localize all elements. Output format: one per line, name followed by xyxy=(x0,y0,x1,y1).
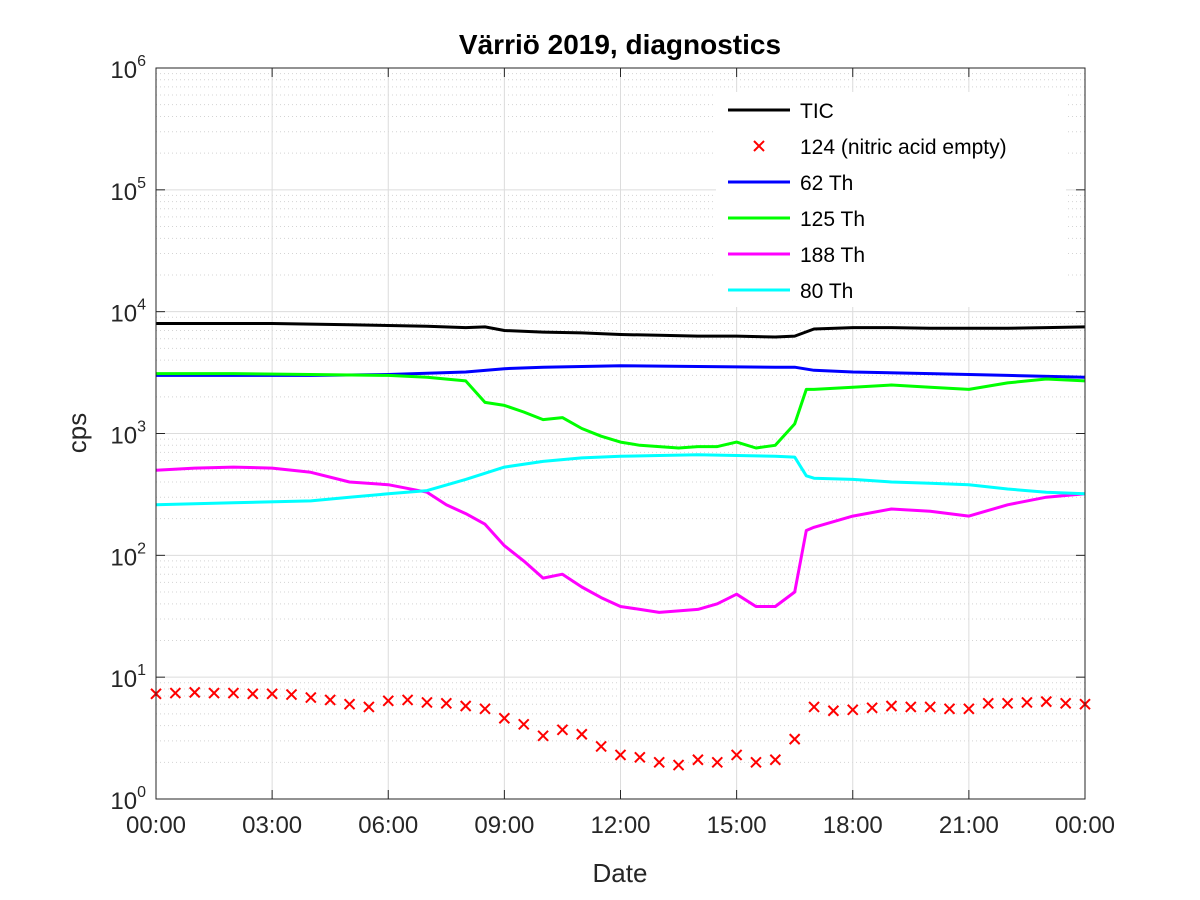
legend-label-125-th: 125 Th xyxy=(800,208,865,231)
data-point-124-nitric-acid-empty xyxy=(634,751,646,763)
legend-label-80-th: 80 Th xyxy=(800,280,853,303)
data-point-124-nitric-acid-empty xyxy=(518,718,530,731)
legend-box xyxy=(716,92,1066,307)
x-tick-label: 18:00 xyxy=(823,812,883,839)
data-point-124-nitric-acid-empty xyxy=(247,688,259,700)
data-point-124-nitric-acid-empty xyxy=(1021,696,1033,709)
legend-label-tic: TIC xyxy=(800,100,834,123)
series-layer xyxy=(150,322,1091,771)
chart-title: Värriö 2019, diagnostics xyxy=(459,29,781,60)
x-axis-label: Date xyxy=(593,858,648,888)
data-point-124-nitric-acid-empty xyxy=(808,701,820,713)
y-tick-labels: 100 101 102 103 104 105 106 xyxy=(110,53,146,815)
data-point-124-nitric-acid-empty xyxy=(459,700,472,712)
legend: TIC 124 (nitric acid empty) 62 Th 125 Th 188… xyxy=(716,92,1066,307)
data-point-124-nitric-acid-empty xyxy=(924,701,936,713)
data-point-124-nitric-acid-empty xyxy=(266,688,278,700)
data-point-124-nitric-acid-empty xyxy=(982,697,994,710)
x-tick-label: 03:00 xyxy=(242,812,302,839)
data-point-124-nitric-acid-empty xyxy=(943,703,956,715)
data-point-124-nitric-acid-empty xyxy=(208,687,220,699)
data-point-124-nitric-acid-empty xyxy=(479,703,491,715)
data-point-124-nitric-acid-empty xyxy=(421,696,433,709)
x-tick-label: 00:00 xyxy=(1055,812,1115,839)
data-point-124-nitric-acid-empty xyxy=(750,756,762,769)
data-point-124-nitric-acid-empty xyxy=(653,756,665,769)
x-tick-label: 09:00 xyxy=(474,812,534,839)
y-tick-label: 106 xyxy=(110,53,146,84)
data-point-124-nitric-acid-empty xyxy=(672,759,685,771)
data-point-124-nitric-acid-empty xyxy=(576,728,588,740)
data-point-124-nitric-acid-empty xyxy=(827,705,840,717)
data-point-124-nitric-acid-empty xyxy=(614,749,627,761)
data-point-124-nitric-acid-empty xyxy=(363,701,375,713)
x-tick-label: 15:00 xyxy=(707,812,767,839)
y-tick-label: 100 xyxy=(110,784,146,815)
data-point-124-nitric-acid-empty xyxy=(866,702,878,714)
data-point-124-nitric-acid-empty xyxy=(556,724,569,736)
data-point-124-nitric-acid-empty xyxy=(382,695,394,707)
data-point-124-nitric-acid-empty xyxy=(1040,695,1052,708)
x-tick-label: 12:00 xyxy=(590,812,650,839)
y-tick-label: 102 xyxy=(110,540,146,571)
data-point-124-nitric-acid-empty xyxy=(692,754,704,766)
data-point-124-nitric-acid-empty xyxy=(905,701,917,713)
data-point-124-nitric-acid-empty xyxy=(324,694,336,706)
legend-label-62-th: 62 Th xyxy=(800,172,853,195)
series-line-188-th xyxy=(155,465,1086,614)
x-tick-label: 21:00 xyxy=(939,812,999,839)
series-line-tic xyxy=(156,322,1086,339)
data-point-124-nitric-acid-empty xyxy=(595,740,607,753)
data-point-124-nitric-acid-empty xyxy=(189,686,201,699)
y-tick-label: 101 xyxy=(110,662,146,693)
legend-label-188-th: 188 Th xyxy=(800,244,865,267)
data-point-124-nitric-acid-empty xyxy=(730,749,743,761)
data-point-124-nitric-acid-empty xyxy=(1001,697,1014,710)
data-point-124-nitric-acid-empty xyxy=(963,703,975,715)
y-tick-label: 103 xyxy=(110,419,146,450)
series-line-80-th xyxy=(155,453,1086,507)
data-point-124-nitric-acid-empty xyxy=(285,688,298,701)
data-point-124-nitric-acid-empty xyxy=(788,733,801,745)
y-tick-label: 104 xyxy=(110,297,146,328)
legend-label-124-nitric-acid-empty: 124 (nitric acid empty) xyxy=(800,136,1007,159)
y-tick-label: 105 xyxy=(110,175,146,206)
data-point-124-nitric-acid-empty xyxy=(1059,697,1072,710)
axis-ticks xyxy=(155,67,1086,800)
series-line-125-th xyxy=(156,372,1086,450)
data-point-124-nitric-acid-empty xyxy=(537,730,549,742)
x-tick-labels: 00:00 03:00 06:00 09:00 12:00 15:00 18:00 21:00… xyxy=(126,812,1115,839)
data-point-124-nitric-acid-empty xyxy=(769,754,782,766)
data-point-124-nitric-acid-empty xyxy=(498,712,511,724)
data-point-124-nitric-acid-empty xyxy=(169,687,182,699)
data-point-124-nitric-acid-empty xyxy=(343,698,356,710)
data-point-124-nitric-acid-empty xyxy=(885,700,898,712)
data-point-124-nitric-acid-empty xyxy=(440,697,453,710)
data-point-124-nitric-acid-empty xyxy=(401,694,414,706)
data-point-124-nitric-acid-empty xyxy=(711,756,723,769)
data-point-124-nitric-acid-empty xyxy=(847,704,859,716)
data-point-124-nitric-acid-empty xyxy=(227,687,240,699)
x-tick-label: 06:00 xyxy=(358,812,418,839)
x-tick-label: 00:00 xyxy=(126,812,186,839)
y-axis-label: cps xyxy=(62,413,92,453)
data-point-124-nitric-acid-empty xyxy=(305,691,317,704)
legend-swatch-124-nitric-acid-empty xyxy=(753,140,765,152)
